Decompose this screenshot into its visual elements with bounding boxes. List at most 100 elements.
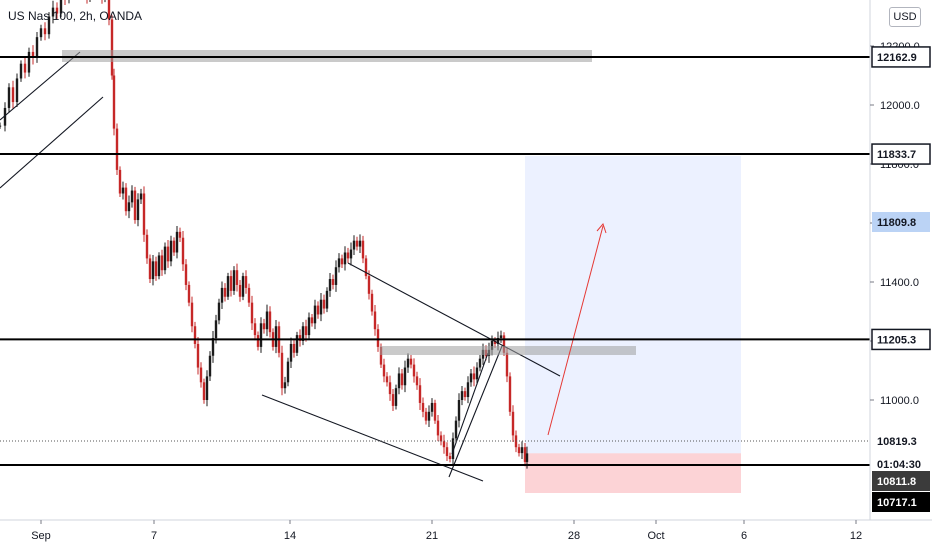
trend-channel-upper[interactable] (0, 51, 81, 121)
price-badge (871, 46, 931, 68)
descending-channel-upper[interactable] (347, 262, 561, 377)
candle-body (496, 338, 500, 344)
candle-body (190, 302, 194, 327)
candle-body (391, 394, 395, 406)
candle-body (298, 335, 302, 341)
candle-body (418, 385, 422, 403)
candle-body (235, 270, 239, 285)
candle-body (445, 447, 449, 457)
candle-body (478, 358, 482, 368)
candle-body (358, 240, 362, 247)
candle-body (466, 382, 470, 398)
candle-body (457, 400, 461, 421)
candle-body (364, 258, 368, 277)
candle-body (430, 402, 434, 412)
x-tick-label: 28 (568, 530, 580, 542)
candle-body (370, 293, 374, 312)
candle-body (373, 311, 377, 330)
candle-body (502, 335, 506, 353)
candle-body (331, 279, 335, 285)
price-badge-label: 10819.3 (877, 436, 917, 448)
candle-body (439, 435, 443, 442)
price-badge (872, 431, 930, 451)
candle-body (205, 376, 209, 400)
price-badge (872, 492, 930, 512)
candle-body (166, 246, 170, 262)
candle-body (523, 447, 527, 462)
currency-button[interactable]: USD (889, 7, 921, 27)
candle-body (175, 231, 179, 253)
candle-body (47, 16, 51, 35)
candle-body (250, 302, 254, 324)
candle-body (247, 287, 251, 303)
candle-body (454, 420, 458, 439)
candle-body (43, 28, 47, 35)
x-tick-label: Sep (31, 530, 51, 542)
candle-body (208, 355, 212, 377)
candle-body (316, 305, 320, 315)
price-badge-label: 10717.1 (877, 497, 917, 509)
candle-body (412, 364, 416, 377)
candle-body (145, 234, 149, 259)
trend-channel-lower[interactable] (0, 96, 104, 189)
price-badge (871, 143, 931, 165)
candle-body (232, 270, 236, 291)
candle-body (367, 276, 371, 294)
x-tick-label: 6 (741, 530, 747, 542)
candle-body (214, 320, 218, 339)
candle-body (376, 329, 380, 347)
candle-body (382, 364, 386, 377)
candle-body (142, 193, 146, 235)
candle-body (136, 199, 140, 221)
candle-body (340, 258, 344, 265)
candle-body (349, 249, 353, 259)
candle-body (115, 128, 119, 170)
candle-body (39, 28, 43, 38)
rising-wedge-left[interactable] (451, 352, 489, 455)
candle-body (184, 264, 188, 285)
price-badge (872, 471, 930, 491)
candle-body (151, 261, 155, 280)
candle-body (160, 255, 164, 271)
candle-body (301, 326, 305, 341)
candle-body (319, 299, 323, 315)
candle-body (259, 323, 263, 347)
candle-body (295, 335, 299, 353)
projection-arrow-line[interactable] (547, 225, 604, 436)
y-tick-label: 11000.0 (880, 395, 919, 407)
price-badge (872, 212, 930, 232)
candle-body (525, 453, 529, 462)
candle-body (499, 335, 503, 339)
candle-body (463, 391, 467, 398)
candle-body (394, 388, 398, 406)
candle-body (283, 382, 287, 389)
projection-arrow-head[interactable] (596, 223, 607, 234)
plot-background (0, 0, 870, 520)
candle-body (139, 193, 143, 200)
stop-zone[interactable] (525, 453, 741, 493)
rising-wedge-right[interactable] (448, 345, 503, 478)
candle-body (274, 326, 278, 347)
candle-body (403, 367, 407, 386)
candle-body (11, 87, 15, 103)
candle-body (505, 352, 509, 377)
candle-body (334, 267, 338, 285)
candle-body (163, 246, 167, 271)
candle-body (133, 190, 137, 221)
candle-body (202, 382, 206, 400)
descending-channel-lower[interactable] (261, 394, 484, 482)
candle-body (196, 343, 200, 368)
target-zone[interactable] (525, 156, 741, 454)
candle-body (55, 7, 59, 14)
price-badge-label: 10811.8 (877, 476, 916, 488)
candle-body (352, 240, 356, 250)
candle-body (31, 51, 35, 58)
resistance-highlight-mid[interactable] (380, 346, 636, 355)
candle-body (460, 391, 464, 400)
candle-body (517, 447, 521, 454)
candle-body (415, 376, 419, 386)
candle-body (343, 252, 347, 265)
candle-body (226, 276, 230, 297)
